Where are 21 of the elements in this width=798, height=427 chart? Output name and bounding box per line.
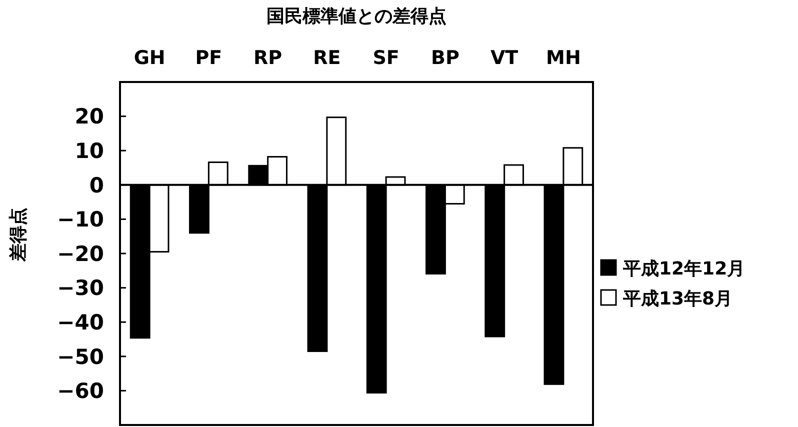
x-tick-label: GH: [134, 47, 166, 69]
x-tick-label: MH: [546, 47, 581, 69]
y-tick-label: 0: [89, 173, 104, 198]
x-tick-label: RP: [254, 47, 282, 69]
y-tick-label: −20: [57, 242, 104, 266]
y-tick-label: 20: [74, 104, 104, 129]
y-tick-label: 10: [74, 138, 104, 163]
y-tick-label: −30: [57, 276, 104, 300]
y-tick-label: −60: [57, 379, 104, 404]
legend-label: 平成12年12月: [622, 258, 746, 280]
x-tick-label: SF: [372, 47, 400, 69]
x-tick-label: RE: [313, 47, 341, 69]
legend-label: 平成13年8月: [622, 288, 733, 310]
y-tick-label: −40: [57, 310, 104, 334]
y-axis-title: 差得点: [8, 208, 29, 262]
y-tick-label: −50: [57, 344, 104, 369]
x-tick-label: VT: [490, 47, 518, 69]
chart-title: 国民標準値との差得点: [266, 6, 446, 27]
x-tick-label: BP: [430, 47, 460, 69]
x-tick-label: PF: [195, 47, 222, 69]
y-tick-label: −10: [57, 208, 104, 232]
